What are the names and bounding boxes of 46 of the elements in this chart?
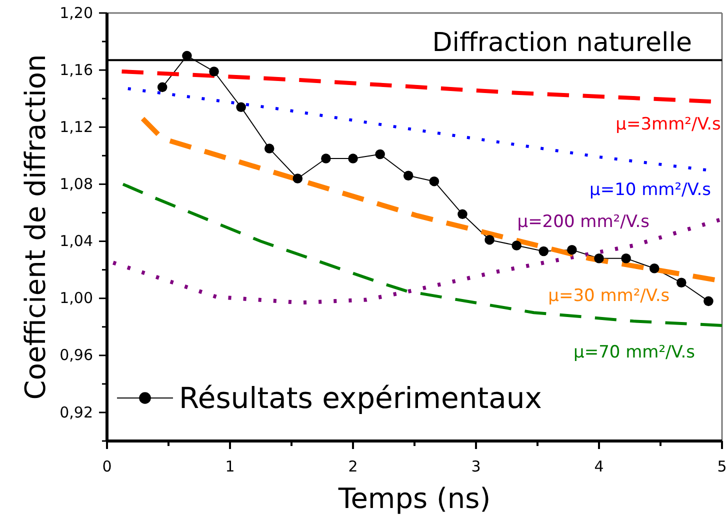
y-tick-label: 1,00 xyxy=(60,289,93,308)
point xyxy=(621,254,631,264)
point xyxy=(209,66,219,76)
point xyxy=(538,246,549,256)
legend-label: Résultats expérimentaux xyxy=(179,381,542,415)
point xyxy=(458,209,468,220)
x-axis-title: Temps (ns) xyxy=(337,482,491,515)
x-tick-label: 1 xyxy=(225,458,235,476)
series-label: μ=3mm²/V.s xyxy=(616,114,722,134)
point xyxy=(512,240,522,250)
y-tick-label: 0,92 xyxy=(60,403,93,422)
point xyxy=(264,144,274,154)
y-tick-label: 1,12 xyxy=(60,118,93,136)
x-tick-label: 2 xyxy=(348,458,358,476)
y-axis-title: Coefficient de diffraction xyxy=(19,54,52,400)
series-label: μ=200 mm²/V.s xyxy=(517,212,650,232)
y-tick-label: 1,20 xyxy=(60,4,93,22)
series-label: μ=30 mm²/V.s xyxy=(548,286,670,306)
x-tick-label: 0 xyxy=(102,458,112,476)
y-tick-label: 1,04 xyxy=(60,232,93,250)
y-tick-label: 0,96 xyxy=(60,346,93,364)
point xyxy=(182,50,192,61)
point xyxy=(375,149,385,160)
point xyxy=(348,154,358,164)
ref-line-label: Diffraction naturelle xyxy=(432,28,692,58)
point xyxy=(429,176,440,186)
point xyxy=(236,102,246,112)
line-series xyxy=(121,182,724,327)
point xyxy=(484,234,494,245)
point xyxy=(594,254,604,264)
line-series xyxy=(120,69,713,104)
y-tick-label: 1,16 xyxy=(60,60,93,79)
point xyxy=(292,174,303,184)
point xyxy=(157,82,168,92)
point xyxy=(704,296,714,306)
point xyxy=(403,170,414,181)
x-tick-label: 5 xyxy=(717,458,727,476)
series-label: μ=70 mm²/V.s xyxy=(574,342,696,362)
series-label: μ=10 mm²/V.s xyxy=(590,180,712,200)
point xyxy=(567,244,577,255)
point xyxy=(649,263,660,274)
x-tick-label: 3 xyxy=(471,458,481,476)
point xyxy=(676,278,686,288)
point xyxy=(321,154,331,164)
y-tick-label: 1,08 xyxy=(60,175,93,193)
x-tick-label: 4 xyxy=(594,458,604,476)
